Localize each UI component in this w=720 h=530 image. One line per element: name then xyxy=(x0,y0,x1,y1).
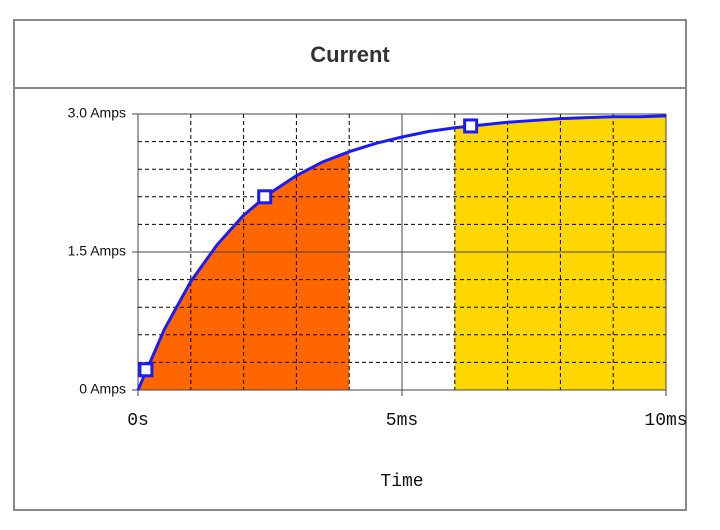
x-tick-label: 5ms xyxy=(386,411,418,431)
chart-title: Current xyxy=(310,42,390,67)
x-axis-label: Time xyxy=(380,472,423,492)
marker xyxy=(257,189,273,205)
x-tick-label: 10ms xyxy=(644,411,687,431)
line xyxy=(136,114,667,391)
y-tick-label: 3.0 Amps xyxy=(68,105,126,121)
marker xyxy=(138,362,154,378)
x-tick-label: 0s xyxy=(127,411,149,431)
y-tick-label: 1.5 Amps xyxy=(68,243,126,259)
y-tick-label: 0 Amps xyxy=(79,381,126,397)
marker xyxy=(463,118,479,134)
